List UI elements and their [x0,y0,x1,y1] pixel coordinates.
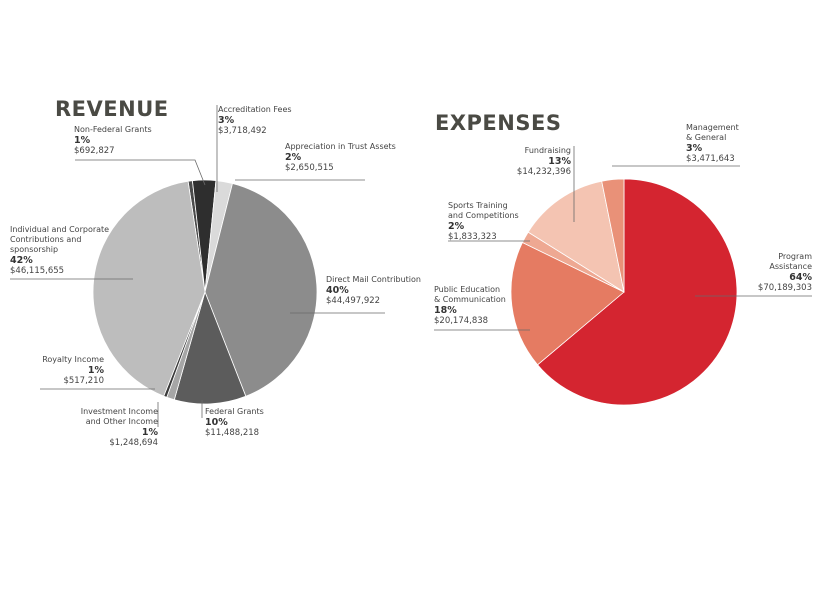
label-amount: $3,718,492 [218,126,267,136]
label-name-line2: Assistance [769,262,812,271]
label-percent: 64% [789,272,812,283]
label-amount: $14,232,396 [516,167,571,177]
label-federal-grants: Federal Grants 10% $11,488,218 [205,407,264,438]
label-amount: $692,827 [74,146,115,156]
label-public-education: Public Education & Communication 18% $20… [434,285,506,326]
label-investment-income: Investment Income and Other Income 1% $1… [80,407,158,448]
label-name: Accreditation Fees [218,105,292,114]
label-name-line1: Management [686,123,739,132]
label-name-line2: & Communication [434,295,506,304]
label-percent: 13% [548,156,571,167]
label-name-line2: and Competitions [448,211,519,220]
slice-fundraising [527,180,625,293]
label-sports-training: Sports Training and Competitions 2% $1,8… [448,201,519,242]
slice-program-assistance [536,178,738,406]
label-amount: $11,488,218 [205,428,260,438]
label-percent: 2% [285,152,302,163]
label-program-assistance: Program Assistance 64% $70,189,303 [730,252,812,293]
expenses-pie [510,178,738,406]
label-name-line1: Public Education [434,285,501,294]
label-name-line1: Sports Training [448,201,508,210]
label-amount: $517,210 [63,376,104,386]
slice-management-general [601,178,625,293]
label-percent: 1% [74,135,91,146]
label-management-general: Management & General 3% $3,471,643 [686,123,739,164]
label-amount: $44,497,922 [326,296,381,306]
label-name: Fundraising [524,146,571,155]
revenue-title: REVENUE [55,97,169,121]
label-amount: $3,471,643 [686,154,735,164]
label-name-line2: and Other Income [85,417,158,426]
label-amount: $2,650,515 [285,163,334,173]
label-appreciation-trust-assets: Appreciation in Trust Assets 2% $2,650,5… [285,142,396,173]
leader-non-federal [75,159,206,186]
label-accreditation-fees: Accreditation Fees 3% $3,718,492 [218,105,292,136]
label-percent: 3% [218,115,235,126]
label-name: Appreciation in Trust Assets [285,142,396,151]
label-name: Royalty Income [42,355,104,364]
label-name-line2: & General [686,133,727,142]
label-name: Direct Mail Contribution [326,275,421,284]
expenses-title: EXPENSES [435,111,562,135]
leader-lines [10,105,812,427]
label-percent: 18% [434,305,457,316]
slice-federal-grants [173,290,247,405]
label-royalty-income: Royalty Income 1% $517,210 [40,355,104,386]
slice-direct-mail-contribution [204,182,318,397]
label-name: Non-Federal Grants [74,125,152,134]
label-amount: $1,833,323 [448,232,497,242]
revenue-pie [92,179,318,405]
label-percent: 42% [10,255,33,266]
label-name-line2: Contributions and [10,235,82,244]
label-percent: 2% [448,221,465,232]
label-name: Federal Grants [205,407,264,416]
label-name-line3: sponsorship [10,245,59,254]
label-individual-corporate: Individual and Corporate Contributions a… [10,225,109,276]
label-percent: 1% [87,365,104,376]
label-percent: 40% [326,285,349,296]
label-amount: $1,248,694 [109,438,158,448]
label-name-line1: Program [778,252,812,261]
label-percent: 3% [686,143,703,154]
label-percent: 1% [141,427,158,438]
label-percent: 10% [205,417,228,428]
slice-public-education-communication [510,241,625,366]
label-non-federal-grants: Non-Federal Grants 1% $692,827 [74,125,152,156]
label-direct-mail: Direct Mail Contribution 40% $44,497,922 [326,275,421,306]
label-amount: $20,174,838 [434,316,489,326]
label-name-line1: Investment Income [80,407,158,416]
label-fundraising: Fundraising 13% $14,232,396 [505,146,571,177]
label-amount: $46,115,655 [10,266,65,276]
label-amount: $70,189,303 [757,283,812,293]
label-name-line1: Individual and Corporate [10,225,110,234]
